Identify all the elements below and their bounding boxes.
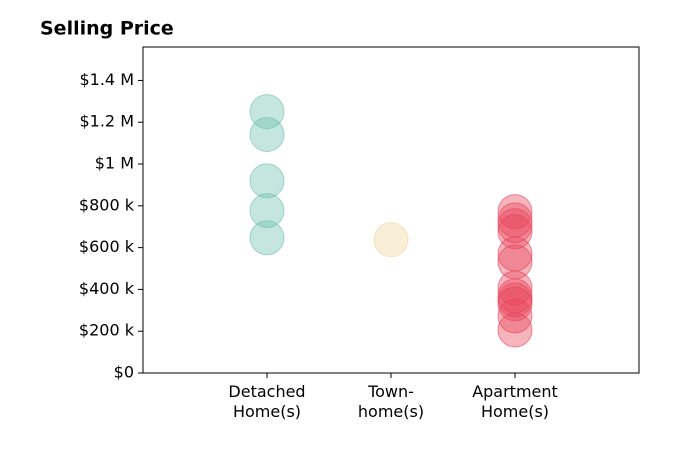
y-tick-label: $600 k xyxy=(79,237,135,256)
plot-frame xyxy=(142,46,640,374)
x-tick-label-line: Detached xyxy=(228,382,305,401)
point xyxy=(249,193,285,229)
point xyxy=(497,298,533,334)
point xyxy=(497,312,533,348)
point xyxy=(497,214,533,250)
point xyxy=(497,270,533,306)
x-tick-label-line: Home(s) xyxy=(481,402,549,421)
x-tick-label-line: Town- xyxy=(367,382,414,401)
y-tick-label: $0 xyxy=(114,363,134,382)
point xyxy=(497,194,533,230)
y-tick-label: $1.4 M xyxy=(79,70,134,89)
y-tick-label: $1.2 M xyxy=(79,112,134,131)
point xyxy=(373,222,409,258)
x-tick-label: Detached Home(s) xyxy=(228,382,305,421)
x-tick-label: Town-home(s) xyxy=(358,382,424,421)
chart-title: Selling Price xyxy=(40,18,174,40)
point xyxy=(249,220,285,256)
y-tick-label: $800 k xyxy=(79,195,135,214)
point xyxy=(249,163,285,199)
x-tick-label-line: Home(s) xyxy=(233,402,301,421)
y-tick-label: $1 M xyxy=(95,154,134,173)
point xyxy=(249,117,285,153)
x-tick-label-line: home(s) xyxy=(358,402,424,421)
y-tick-label: $200 k xyxy=(79,321,135,340)
point xyxy=(497,286,533,322)
x-tick-label-line: Apartment xyxy=(472,382,558,401)
x-tick-label: Apartment Home(s) xyxy=(472,382,558,421)
y-tick-label: $400 k xyxy=(79,279,135,298)
